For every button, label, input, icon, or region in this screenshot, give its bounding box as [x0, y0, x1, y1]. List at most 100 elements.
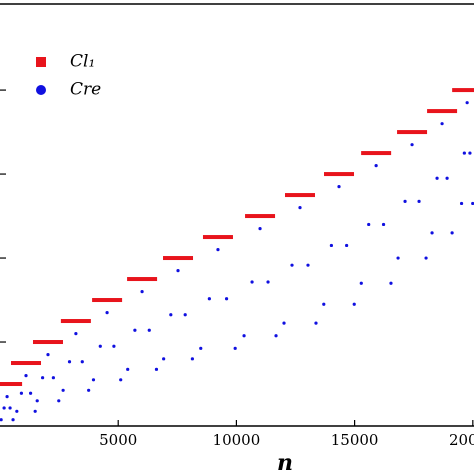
marker-square [245, 214, 276, 219]
marker-circle [2, 406, 6, 410]
marker-circle [445, 176, 449, 180]
marker-circle [0, 418, 3, 422]
marker-circle [389, 281, 393, 285]
marker-circle [374, 164, 378, 168]
marker-circle [471, 201, 474, 206]
legend-label: Cre [70, 80, 101, 100]
marker-circle [367, 222, 371, 227]
marker-square [127, 277, 158, 282]
marker-square [32, 340, 63, 345]
marker-circle [266, 280, 270, 284]
marker-circle [468, 151, 472, 155]
marker-square [163, 256, 194, 261]
marker-circle [126, 367, 130, 371]
series-1 [0, 101, 474, 422]
marker-square [361, 151, 392, 156]
marker-circle [119, 378, 123, 382]
marker-circle [329, 243, 333, 248]
marker-circle [233, 346, 237, 350]
marker-circle [140, 290, 144, 294]
marker-circle [51, 376, 55, 380]
marker-circle [91, 378, 96, 382]
marker-circle [105, 311, 109, 315]
marker-circle [396, 256, 400, 260]
marker-circle [35, 399, 39, 403]
marker-circle [154, 367, 159, 371]
marker-square [285, 193, 316, 198]
plot-frame [0, 3, 474, 427]
marker-circle [462, 151, 466, 155]
marker-circle [440, 122, 444, 126]
marker-circle [352, 302, 356, 306]
marker-square [452, 88, 474, 93]
legend-label: Cl₁ [70, 52, 95, 72]
marker-circle [147, 328, 151, 332]
marker-circle [28, 391, 33, 395]
x-axis-label: n [277, 450, 293, 474]
legend-marker [36, 85, 46, 95]
marker-circle [169, 313, 173, 317]
marker-circle [306, 263, 310, 267]
marker-square [397, 130, 428, 135]
marker-circle [450, 231, 454, 235]
marker-circle [74, 332, 78, 336]
marker-circle [57, 399, 61, 403]
marker-circle [274, 334, 278, 338]
marker-circle [11, 418, 15, 422]
marker-circle [87, 388, 91, 392]
marker-circle [190, 357, 194, 361]
marker-square [11, 361, 42, 366]
marker-square [427, 109, 458, 114]
marker-circle [410, 143, 414, 147]
marker-circle [424, 256, 428, 260]
marker-circle [67, 360, 72, 364]
marker-circle [337, 185, 341, 189]
marker-square [202, 235, 233, 240]
marker-square [0, 382, 23, 387]
marker-circle [242, 334, 246, 338]
marker-circle [162, 357, 166, 361]
marker-circle [133, 328, 137, 332]
marker-circle [345, 243, 349, 248]
marker-circle [282, 321, 286, 325]
marker-circle [112, 344, 116, 348]
marker-circle [359, 281, 363, 285]
marker-circle [250, 280, 254, 284]
marker-circle [33, 409, 37, 413]
marker-square [60, 319, 91, 324]
x-tick-label: 5000 [99, 431, 137, 449]
marker-circle [381, 222, 386, 227]
marker-circle [417, 199, 421, 203]
marker-circle [459, 201, 464, 206]
marker-circle [61, 388, 65, 392]
marker-circle [465, 101, 469, 105]
legend-marker [36, 57, 46, 67]
marker-circle [8, 406, 12, 410]
marker-circle [19, 391, 24, 395]
x-tick-label: 10000 [213, 431, 261, 449]
marker-circle [298, 206, 302, 210]
x-tick-label: 20000 [449, 431, 474, 449]
marker-circle [5, 395, 9, 399]
marker-circle [314, 321, 318, 325]
marker-square [92, 298, 123, 303]
marker-circle [183, 313, 187, 317]
marker-circle [46, 353, 50, 357]
series-0 [0, 88, 474, 387]
marker-circle [430, 231, 434, 235]
marker-circle [258, 227, 262, 231]
marker-circle [199, 346, 203, 350]
marker-circle [98, 344, 102, 348]
marker-circle [403, 199, 407, 203]
marker-circle [290, 263, 294, 267]
marker-circle [322, 302, 326, 306]
marker-circle [207, 297, 211, 301]
marker-circle [24, 374, 28, 378]
marker-circle [80, 360, 84, 364]
marker-circle [15, 409, 19, 413]
marker-square [324, 172, 355, 177]
marker-circle [41, 376, 45, 380]
marker-circle [216, 248, 220, 252]
marker-circle [176, 269, 180, 273]
